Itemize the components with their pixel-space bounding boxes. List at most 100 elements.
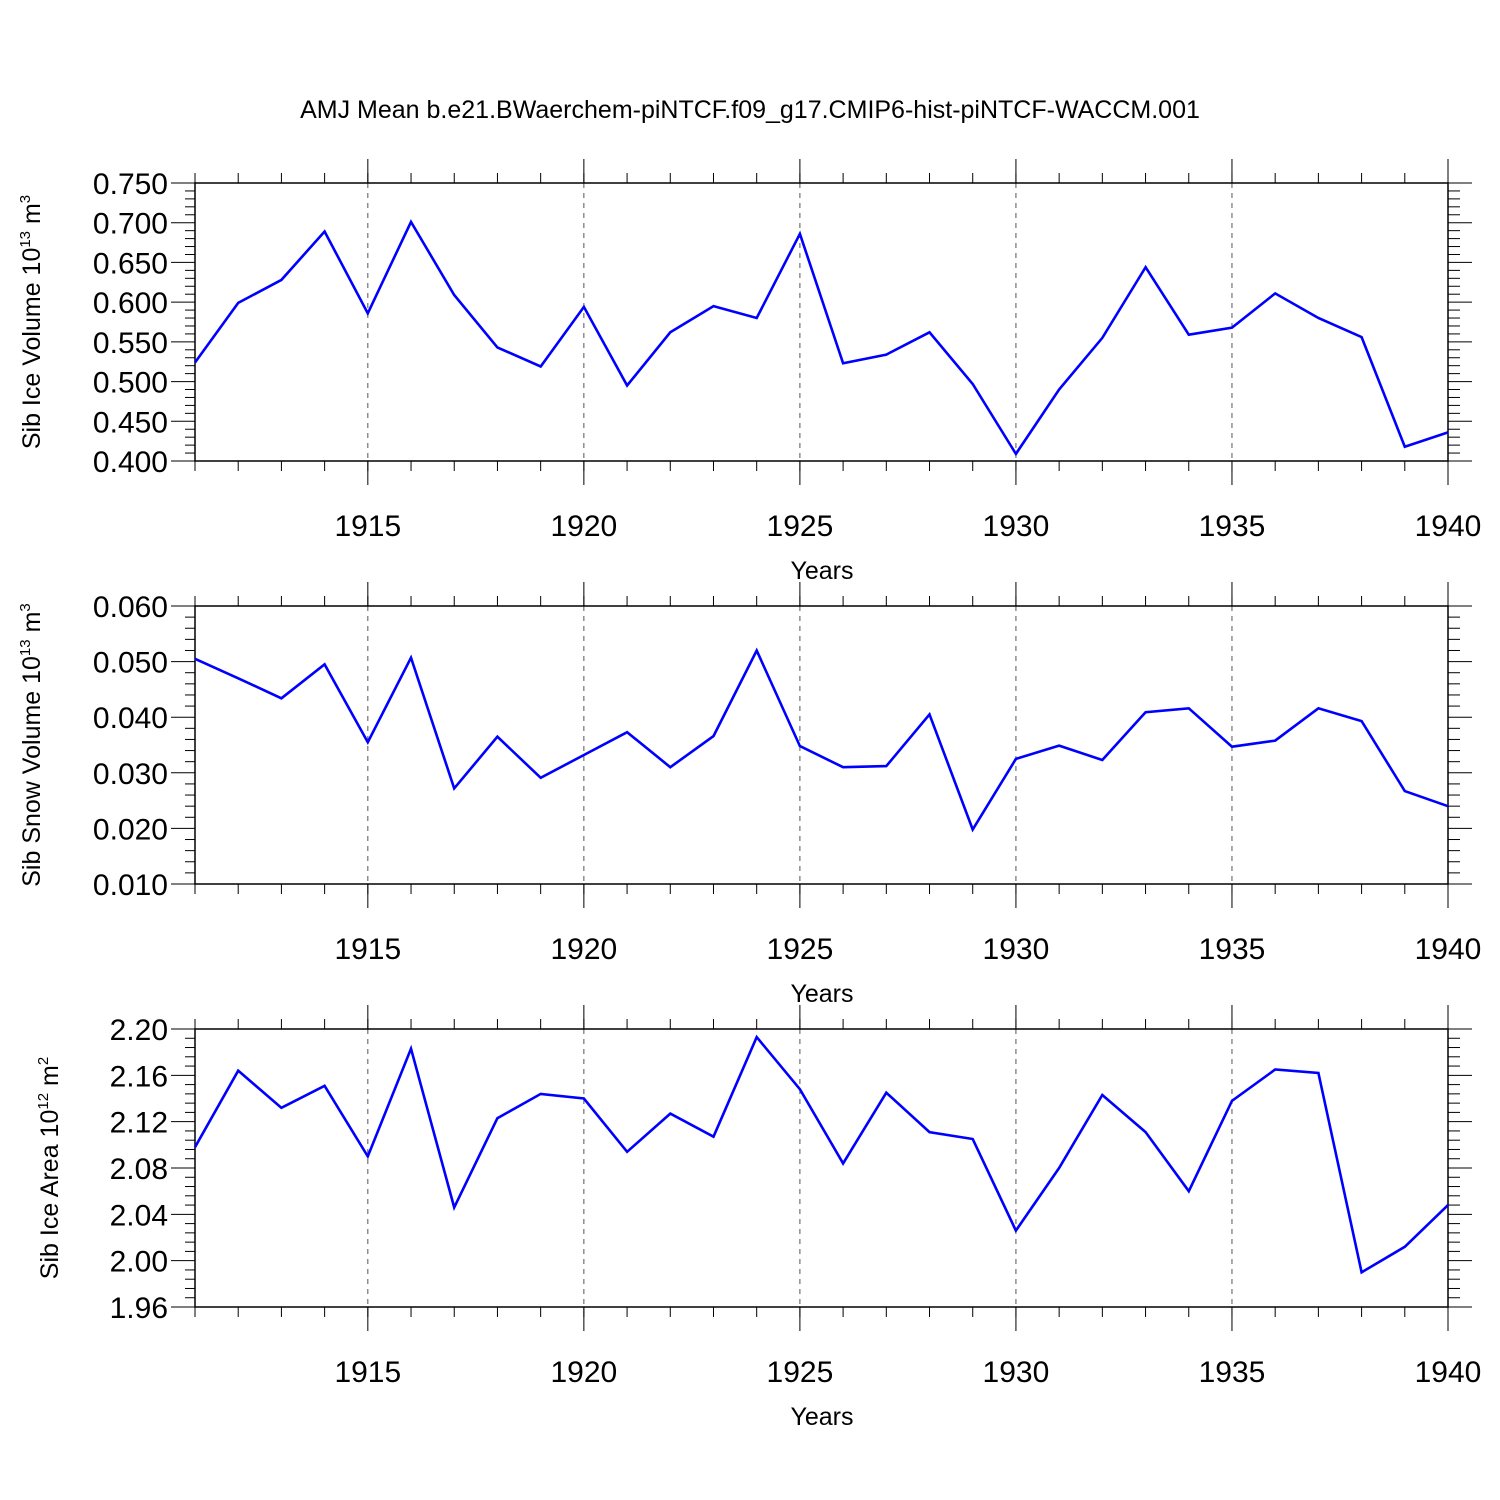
data-point — [366, 1154, 370, 1158]
data-point — [1144, 1130, 1148, 1134]
y-tick-label: 0.450 — [93, 406, 168, 439]
data-point — [884, 1091, 888, 1095]
x-tick-label: 1925 — [767, 933, 834, 966]
series — [193, 1034, 1449, 1275]
data-point — [1273, 739, 1277, 743]
data-point — [798, 744, 802, 748]
x-tick-label: 1930 — [983, 510, 1050, 543]
y-axis-label: Sib Ice Volume 1013 m3 — [17, 195, 46, 449]
data-point — [1360, 719, 1364, 723]
panel-ice-volume: 0.400 0.450 0.500 0.550 0.600 0.650 0.700 0.750… — [17, 159, 1481, 585]
data-point — [539, 1092, 543, 1096]
data-point — [625, 384, 629, 388]
frame — [171, 582, 1472, 908]
x-tick-labels: 1915 1920 1925 1930 1935 1940 — [334, 933, 1481, 966]
y-label-unit: m — [18, 203, 46, 231]
data-point — [1446, 804, 1450, 808]
data-point — [409, 656, 413, 660]
x-tick-label: 1925 — [767, 510, 834, 543]
y-tick-label: 0.650 — [93, 247, 168, 280]
data-point — [841, 361, 845, 365]
x-axis-label: Years — [790, 557, 853, 585]
data-point — [668, 330, 672, 334]
y-tick-label: 2.00 — [110, 1246, 168, 1279]
x-tick-labels: 1915 1920 1925 1930 1935 1940 — [334, 1356, 1481, 1389]
x-tick-label: 1920 — [550, 510, 617, 543]
data-point — [1144, 265, 1148, 269]
minor-ticks — [185, 173, 1460, 471]
y-label-exponent: 13 — [17, 639, 34, 656]
x-axis-label: Years — [790, 1403, 853, 1431]
data-point — [1230, 745, 1234, 749]
data-point — [711, 304, 715, 308]
y-tick-label: 0.010 — [93, 869, 168, 902]
y-tick-label: 0.600 — [93, 287, 168, 320]
x-tick-label: 1940 — [1415, 1356, 1482, 1389]
y-label-unit: m — [36, 1065, 64, 1093]
y-tick-label: 0.020 — [93, 813, 168, 846]
data-point — [841, 1161, 845, 1165]
data-point — [193, 657, 197, 661]
data-point — [711, 734, 715, 738]
data-point — [928, 330, 932, 334]
data-point — [711, 1135, 715, 1139]
data-point — [1057, 744, 1061, 748]
grid — [367, 606, 1233, 884]
y-tick-label: 0.750 — [93, 168, 168, 201]
x-tick-label: 1920 — [550, 933, 617, 966]
data-point — [1446, 430, 1450, 434]
data-point — [1014, 757, 1018, 761]
data-point — [193, 361, 197, 365]
data-point — [323, 1084, 327, 1088]
x-tick-label: 1935 — [1199, 510, 1266, 543]
y-tick-label: 2.12 — [110, 1107, 168, 1140]
data-point — [1100, 1093, 1104, 1097]
data-point — [971, 828, 975, 832]
data-point — [409, 220, 413, 224]
panel-ice-area: 1.96 2.00 2.04 2.08 2.12 2.16 2.20 1915 1920 192… — [35, 1005, 1481, 1431]
x-tick-label: 1915 — [334, 933, 401, 966]
series-line — [194, 647, 1449, 833]
data-point — [452, 786, 456, 790]
data-point — [323, 662, 327, 666]
data-point — [755, 648, 759, 652]
data-point — [279, 1106, 283, 1110]
grid — [367, 1029, 1233, 1307]
y-tick-label: 2.20 — [110, 1014, 168, 1047]
y-tick-label: 2.08 — [110, 1153, 168, 1186]
y-axis-label: Sib Ice Area 1012 m2 — [35, 1057, 64, 1279]
frame — [171, 1005, 1472, 1331]
x-tick-label: 1935 — [1199, 1356, 1266, 1389]
x-axis-label: Years — [790, 980, 853, 1008]
data-point — [1403, 1245, 1407, 1249]
y-label-unit-exponent: 3 — [17, 195, 34, 203]
data-point — [1014, 452, 1018, 456]
y-label-exponent: 12 — [35, 1093, 52, 1110]
data-point — [1187, 706, 1191, 710]
data-point — [495, 345, 499, 349]
plot-frame — [194, 605, 1449, 885]
data-point — [928, 1130, 932, 1134]
series-line — [193, 219, 1449, 457]
data-point — [1316, 316, 1320, 320]
data-point — [841, 765, 845, 769]
series — [193, 647, 1450, 833]
x-tick-label: 1915 — [334, 1356, 401, 1389]
data-point — [582, 305, 586, 309]
y-tick-label: 0.050 — [93, 647, 168, 680]
data-point — [1144, 710, 1148, 714]
data-point — [971, 1137, 975, 1141]
data-point — [1187, 333, 1191, 337]
plot-frame — [194, 182, 1449, 462]
series-line — [193, 1034, 1449, 1275]
frame — [171, 159, 1472, 485]
y-tick-label: 0.550 — [93, 327, 168, 360]
data-point — [1014, 1229, 1018, 1233]
data-point — [1057, 1166, 1061, 1170]
data-point — [193, 1145, 197, 1149]
y-tick-label: 2.04 — [110, 1199, 168, 1232]
y-label-unit: m — [18, 612, 46, 640]
data-point — [971, 382, 975, 386]
